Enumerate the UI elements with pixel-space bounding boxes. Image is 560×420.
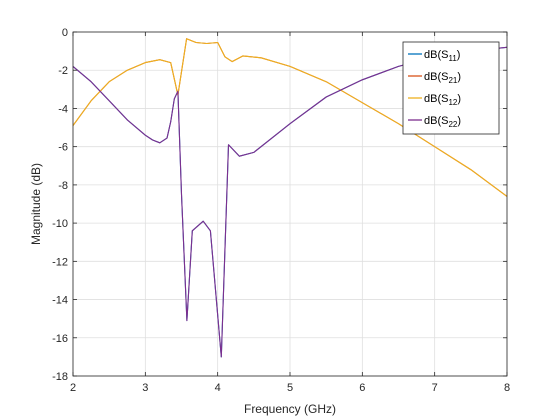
y-tick-label: -8 <box>58 180 68 192</box>
legend-entry-label: dB(S12) <box>424 93 461 107</box>
y-tick-label: -4 <box>58 103 68 115</box>
y-tick-label: -10 <box>52 218 68 230</box>
y-axis-label: Magnitude (dB) <box>29 163 43 245</box>
x-tick-label: 6 <box>359 382 365 394</box>
x-tick-label: 3 <box>142 382 148 394</box>
legend-entry-label: dB(S21) <box>424 71 461 85</box>
y-tick-label: -16 <box>52 333 68 345</box>
legend: dB(S11) dB(S21) dB(S12) dB(S22) <box>402 41 500 135</box>
x-tick-labels: 2 3 4 5 6 7 8 <box>70 32 510 394</box>
y-tick-label: -2 <box>58 65 68 77</box>
y-tick-label: -18 <box>52 371 68 383</box>
legend-entry-label: dB(S11) <box>424 49 460 63</box>
x-axis-label: Frequency (GHz) <box>244 402 336 416</box>
y-tick-label: 0 <box>62 27 68 39</box>
x-tick-label: 5 <box>287 382 293 394</box>
y-tick-label: -14 <box>52 295 68 307</box>
x-tick-label: 7 <box>432 382 438 394</box>
y-tick-label: -12 <box>52 256 68 268</box>
series-line-22 <box>72 46 508 358</box>
x-tick-label: 4 <box>215 382 221 394</box>
x-tick-label: 8 <box>504 382 510 394</box>
legend-box <box>402 41 500 135</box>
series-line-12 <box>72 38 508 197</box>
y-tick-labels: 0 -2 -4 -6 -8 -10 -12 -14 -16 -18 <box>52 27 507 383</box>
x-tick-label: 2 <box>70 382 76 394</box>
series-lines <box>72 38 508 358</box>
y-tick-label: -6 <box>58 142 68 154</box>
legend-entry-label: dB(S22) <box>424 115 461 129</box>
